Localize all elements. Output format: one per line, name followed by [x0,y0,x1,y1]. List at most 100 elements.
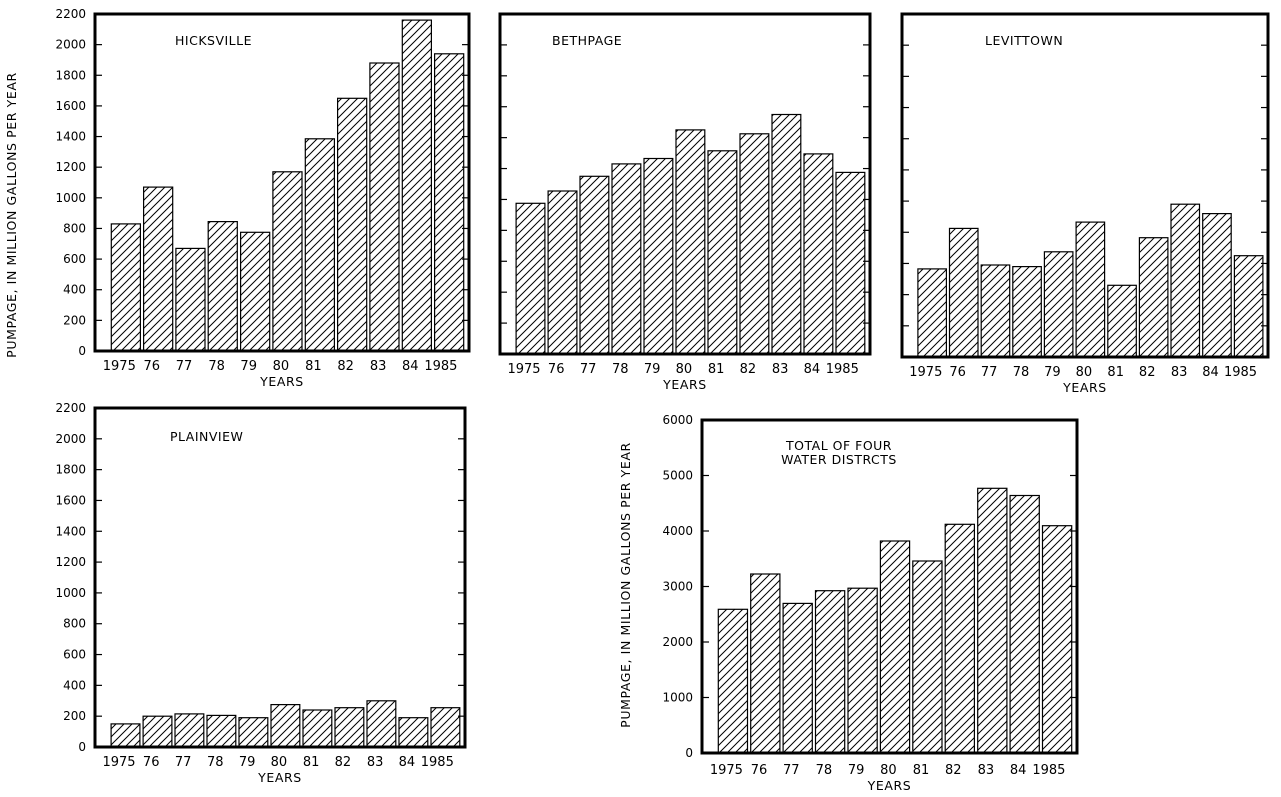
bar-81 [302,709,333,748]
bar-84 [1009,494,1040,754]
bar-80 [1075,221,1106,358]
x-tick-label-1985: 1985 [424,359,457,374]
y-tick-label: 1000 [662,691,693,705]
plot-frame [900,12,1270,359]
y-tick-label: 200 [63,709,86,723]
x-tick-label-77: 77 [981,365,998,380]
y-tick-label: 200 [63,313,86,327]
y-tick-label: 2200 [55,401,86,415]
x-tick-label-76: 76 [949,365,966,380]
x-tick-label-1985: 1985 [826,362,859,377]
bar-79 [240,231,271,352]
bar-77 [175,247,206,352]
bar-82 [944,523,976,754]
y-tick-label: 400 [63,283,86,297]
x-tick-label-82: 82 [945,763,962,778]
x-tick-label-79: 79 [239,755,256,770]
bar-1975 [917,268,948,358]
panel-title: TOTAL OF FOUR WATER DISTRCTS [781,438,897,467]
x-tick-label-79: 79 [848,763,865,778]
x-tick-label-78: 78 [208,359,225,374]
y-tick-label: 1000 [55,586,86,600]
chart-plainview: 0 200 400 600 800 1000 1200 1400 1600 1800 2000 220… [55,401,467,785]
x-axis-label: YEARS [1062,380,1107,395]
panel-title: BETHPAGE [552,33,622,48]
y-tick-label: 600 [63,252,86,266]
bar-78 [207,221,238,352]
bar-1985 [1233,255,1264,358]
bar-76 [142,715,173,748]
x-tick-label-78: 78 [1013,365,1030,380]
x-tick-label-83: 83 [772,362,789,377]
bar-78 [814,590,846,754]
x-tick-label-81: 81 [1107,365,1124,380]
bar-1985 [1041,525,1073,754]
bar-78 [611,163,642,355]
x-tick-label-76: 76 [751,763,768,778]
bar-79 [643,157,674,355]
bar-82 [334,707,365,748]
bar-79 [1043,251,1074,358]
y-tick-label: 1400 [55,524,86,538]
panel-title: HICKSVILLE [175,33,252,48]
chart-total-of-four-water-districts: 0 1000 2000 3000 4000 5000 6000 1975 76 77 78 79 80 8… [662,413,1079,793]
panel-title: PLAINVIEW [170,429,243,444]
x-tick-label-82: 82 [337,359,354,374]
x-tick-label-78: 78 [207,755,224,770]
bar-77 [174,713,205,748]
x-tick-label-84: 84 [1202,365,1219,380]
x-tick-label-1975: 1975 [102,755,135,770]
x-tick-label-79: 79 [1044,365,1061,380]
bar-77 [579,175,610,355]
bar-80 [675,129,706,355]
bar-82 [739,133,770,355]
x-tick-label-78: 78 [612,362,629,377]
y-tick-label: 1200 [55,555,86,569]
x-tick-label-1975: 1975 [909,365,942,380]
bar-1975 [110,723,141,748]
bar-81 [912,560,943,754]
chart-levittown: 1975 76 77 78 79 80 81 82 83 84 1985 YEARS LEVITTOWN [900,12,1270,395]
bar-1985 [835,171,866,355]
bar-79 [238,717,269,748]
bar-80 [270,703,301,748]
x-tick-label-77: 77 [783,763,800,778]
x-tick-label-77: 77 [175,755,192,770]
bar-1985 [434,53,465,352]
bar-80 [879,540,911,754]
y-tick-label: 1800 [55,463,86,477]
x-tick-label-83: 83 [370,359,387,374]
bar-82 [337,97,368,352]
x-tick-label-76: 76 [143,755,160,770]
bar-78 [206,714,237,748]
plot-frame [93,406,467,749]
bar-83 [369,62,400,352]
x-tick-label-81: 81 [708,362,725,377]
bar-78 [1012,266,1042,358]
y-tick-label: 800 [63,617,86,631]
bar-84 [398,717,429,748]
x-tick-label-84: 84 [1010,763,1027,778]
x-tick-label-78: 78 [816,763,833,778]
bar-81 [304,138,335,352]
bar-77 [980,264,1011,358]
bar-79 [847,587,878,754]
y-tick-label: 2000 [662,635,693,649]
y-tick-label: 0 [78,344,86,358]
y-tick-label: 400 [63,678,86,692]
bar-1975 [110,223,142,352]
x-tick-label-80: 80 [273,359,290,374]
bar-1975 [717,608,749,754]
bar-81 [707,150,738,355]
x-tick-label-1975: 1975 [710,763,743,778]
bar-84 [401,19,432,352]
y-tick-label: 2000 [55,432,86,446]
x-tick-label-81: 81 [913,763,930,778]
bar-81 [1107,284,1137,358]
x-tick-label-77: 77 [176,359,193,374]
y-tick-label: 1400 [55,130,86,144]
x-axis-label: YEARS [259,374,304,389]
y-tick-label: 6000 [662,413,693,427]
y-tick-label: 800 [63,222,86,236]
